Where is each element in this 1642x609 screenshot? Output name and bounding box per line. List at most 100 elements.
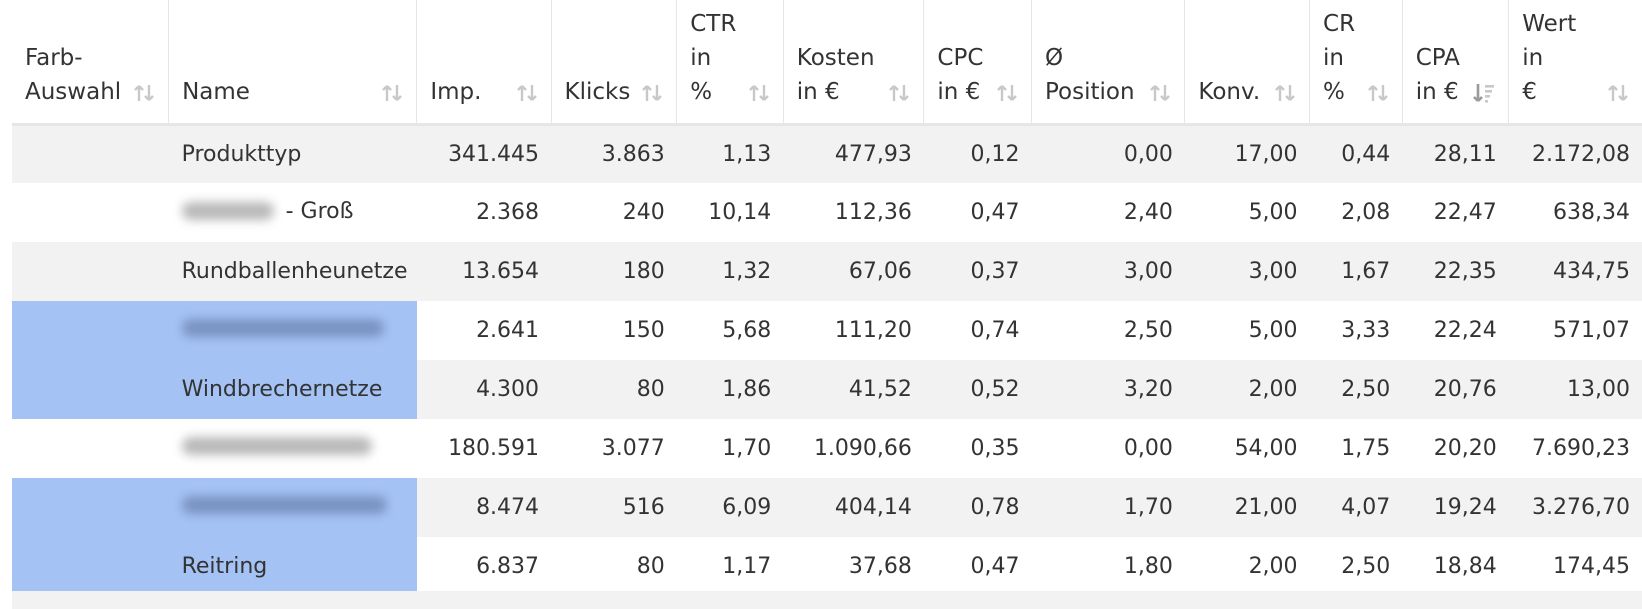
color-selection-cell[interactable] — [12, 537, 169, 596]
table-row[interactable]: Windbrechernetze 4.300 80 1,86 41,52 0,52 3,20… — [12, 360, 1642, 419]
konv-cell: 3,00 — [1184, 242, 1310, 301]
cpa-cell: 22,24 — [1402, 301, 1509, 360]
column-header-position[interactable]: Ø Position — [1030, 0, 1185, 126]
color-selection-cell[interactable] — [12, 183, 169, 242]
konv-cell: 21,00 — [1184, 478, 1310, 537]
sort-icon[interactable] — [640, 81, 664, 105]
color-selection-cell[interactable] — [12, 124, 169, 183]
table-row[interactable]: - Groß 2.368 240 10,14 112,36 0,47 2,40 5,00 2,0… — [12, 183, 1642, 242]
cpa-cell: 28,11 — [1402, 124, 1509, 183]
header-line: CR — [1323, 10, 1356, 37]
position-cell: 0,00 — [1031, 419, 1185, 478]
header-line: € — [1522, 78, 1537, 105]
column-header-klicks[interactable]: Klicks — [550, 0, 677, 126]
cr-cell: 4,07 — [1309, 478, 1403, 537]
ctr-cell: 1,70 — [676, 419, 784, 478]
sort-icon[interactable] — [1148, 81, 1172, 105]
color-selection-cell[interactable] — [12, 478, 169, 537]
name-cell: Windbrechernetze — [168, 360, 417, 419]
cpc-cell: 0,47 — [923, 537, 1032, 596]
column-header-cpa[interactable]: CPA in € — [1401, 0, 1509, 126]
cpc-cell: 0,35 — [923, 419, 1032, 478]
column-header-name[interactable]: Name — [168, 0, 417, 126]
cpa-cell: 20,20 — [1402, 419, 1509, 478]
imp-cell: 341.445 — [416, 124, 552, 183]
header-line: Imp. — [430, 78, 482, 105]
name-text: Rundballenheunetze — [181, 259, 408, 284]
wert-cell: 2.172,08 — [1508, 124, 1642, 183]
klicks-cell: 150 — [551, 301, 677, 360]
name-text: Reitring — [181, 554, 268, 579]
name-text: Produkttyp — [181, 141, 302, 167]
sort-descending-icon[interactable] — [1472, 81, 1496, 105]
wert-cell: 13,00 — [1508, 360, 1642, 419]
name-suffix: - Groß — [285, 198, 354, 224]
header-line: % — [1323, 78, 1345, 105]
column-header-cpc[interactable]: CPC in € — [923, 0, 1032, 126]
kosten-cell: 67,06 — [783, 242, 924, 301]
klicks-cell: 80 — [551, 537, 677, 596]
table-row[interactable]: 8.474 516 6,09 404,14 0,78 1,70 21,00 4,07 19,24… — [12, 478, 1642, 537]
column-header-konv[interactable]: Konv. — [1184, 0, 1310, 126]
ctr-cell: 10,14 — [676, 183, 784, 242]
color-selection-cell[interactable] — [12, 301, 169, 360]
column-header-kosten[interactable]: Kosten in € — [782, 0, 924, 126]
header-line: CPC — [937, 44, 984, 71]
wert-cell: 3.276,70 — [1508, 478, 1642, 537]
sort-icon[interactable] — [515, 81, 539, 105]
color-selection-cell[interactable] — [12, 360, 169, 419]
header-line: % — [690, 78, 713, 105]
column-header-ctr[interactable]: CTR in% — [676, 0, 784, 126]
sort-icon[interactable] — [995, 81, 1019, 105]
klicks-cell: 3.077 — [551, 419, 677, 478]
wert-cell: 7.690,23 — [1508, 419, 1642, 478]
table-row[interactable]: Produkttyp 341.445 3.863 1,13 477,93 0,12 0,00… — [12, 124, 1642, 183]
header-line: Auswahl — [25, 78, 122, 105]
sort-icon[interactable] — [1366, 81, 1390, 105]
column-header-cr[interactable]: CR in% — [1309, 0, 1403, 126]
table-row[interactable]: Rundballenheunetze 13.654 180 1,32 67,06 0,37… — [12, 242, 1642, 301]
klicks-cell: 180 — [551, 242, 677, 301]
sort-icon[interactable] — [380, 81, 404, 105]
table-row[interactable]: 2.641 150 5,68 111,20 0,74 2,50 5,00 3,33 22,24 5… — [12, 301, 1642, 360]
column-header-imp[interactable]: Imp. — [416, 0, 552, 126]
cr-cell: 2,50 — [1309, 537, 1403, 596]
cr-cell: 1,67 — [1309, 242, 1403, 301]
cpc-cell: 0,12 — [923, 124, 1032, 183]
color-selection-cell[interactable] — [12, 242, 169, 301]
ctr-cell: 1,13 — [676, 124, 784, 183]
kosten-cell: 404,14 — [783, 478, 924, 537]
cpa-cell: 22,47 — [1402, 183, 1509, 242]
cr-cell: 2,08 — [1309, 183, 1403, 242]
imp-cell: 8.474 — [416, 478, 552, 537]
header-line: Kosten — [796, 44, 875, 71]
table-row[interactable]: Reitring 6.837 80 1,17 37,68 0,47 1,80 2,00 2,50… — [12, 537, 1642, 596]
sort-icon[interactable] — [132, 81, 156, 105]
position-cell: 3,20 — [1031, 360, 1185, 419]
sort-icon[interactable] — [747, 81, 771, 105]
cr-cell: 1,75 — [1309, 419, 1403, 478]
sort-icon[interactable] — [1273, 81, 1297, 105]
cpa-cell: 18,84 — [1402, 537, 1509, 596]
cpc-cell: 0,74 — [923, 301, 1032, 360]
column-header-wert[interactable]: Wert in € — [1508, 0, 1642, 126]
column-header-farb-auswahl[interactable]: Farb- Auswahl — [12, 0, 169, 126]
sort-icon[interactable] — [887, 81, 911, 105]
table-row[interactable]: 180.591 3.077 1,70 1.090,66 0,35 0,00 54,00 1,7… — [12, 419, 1642, 478]
kosten-cell: 1.090,66 — [783, 419, 924, 478]
color-selection-cell[interactable] — [12, 419, 169, 478]
keyword-report-table: Farb- Auswahl Name Imp. Klicks CTR in% Kos… — [12, 0, 1642, 596]
kosten-cell: 41,52 — [783, 360, 924, 419]
sort-icon[interactable] — [1606, 81, 1630, 105]
header-line: Position — [1045, 78, 1135, 105]
header-line: in — [690, 44, 712, 71]
cpa-cell: 19,24 — [1402, 478, 1509, 537]
klicks-cell: 3.863 — [551, 124, 677, 183]
position-cell: 2,50 — [1031, 301, 1185, 360]
konv-cell: 2,00 — [1184, 537, 1310, 596]
header-line: Ø — [1045, 44, 1064, 71]
cr-cell: 2,50 — [1309, 360, 1403, 419]
cr-cell: 3,33 — [1309, 301, 1403, 360]
kosten-cell: 111,20 — [783, 301, 924, 360]
ctr-cell: 6,09 — [676, 478, 784, 537]
